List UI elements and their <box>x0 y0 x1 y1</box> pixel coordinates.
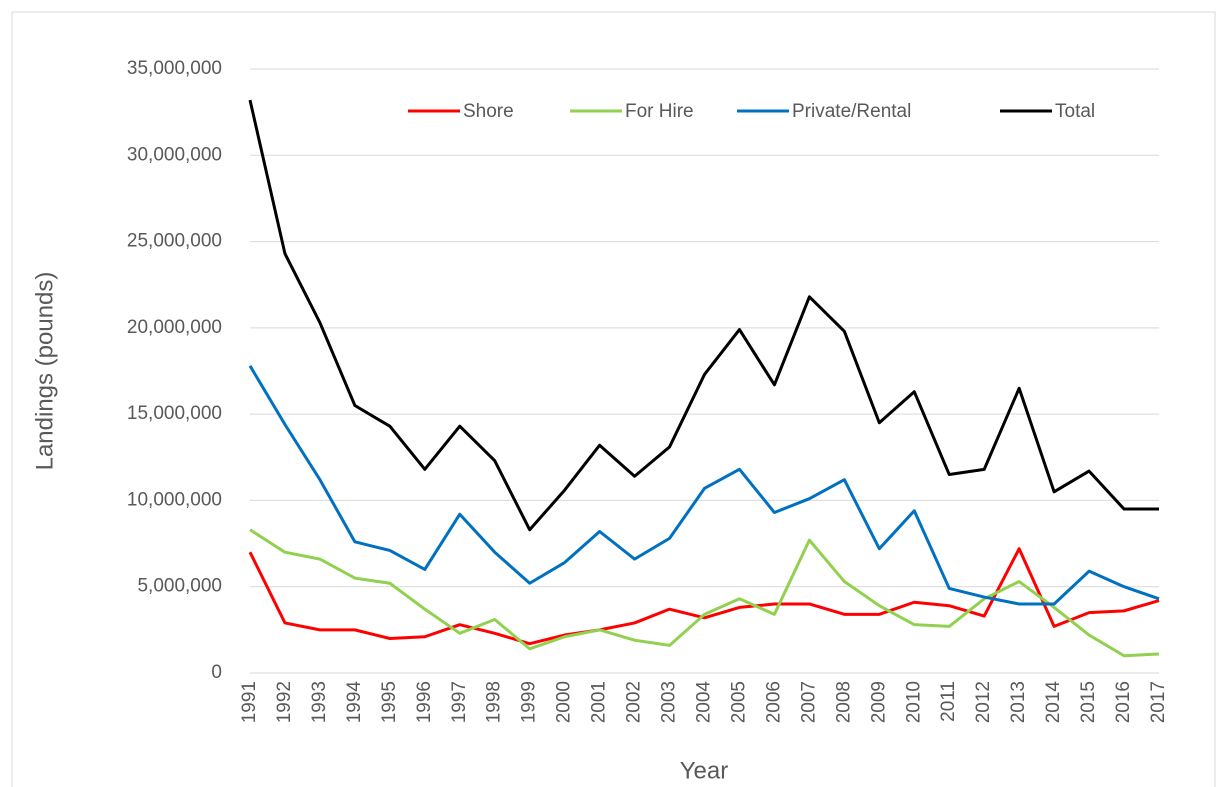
y-axis-title: Landings (pounds) <box>31 272 58 471</box>
x-tick-label: 2006 <box>763 681 784 723</box>
chart-frame <box>11 11 1216 787</box>
legend-label: For Hire <box>625 101 694 122</box>
x-tick-label: 2002 <box>624 681 645 723</box>
y-tick-label: 35,000,000 <box>127 58 222 79</box>
x-tick-label: 1996 <box>414 681 435 723</box>
y-tick-label: 25,000,000 <box>127 231 222 252</box>
legend-label: Shore <box>463 101 514 122</box>
x-tick-label: 1991 <box>239 681 260 723</box>
legend-label: Total <box>1055 101 1095 122</box>
legend-label: Private/Rental <box>792 101 911 122</box>
x-tick-label: 2012 <box>973 681 994 723</box>
x-tick-label: 2003 <box>659 681 680 723</box>
x-tick-label: 2011 <box>938 681 959 722</box>
series-line <box>248 547 1160 646</box>
y-tick-label: 5,000,000 <box>137 576 222 597</box>
x-tick-label: 2005 <box>728 681 749 723</box>
series-line <box>249 528 1160 658</box>
y-tick-label: 15,000,000 <box>127 403 222 424</box>
x-tick-label: 1995 <box>379 681 400 723</box>
x-tick-label: 2001 <box>589 681 610 723</box>
y-tick-label: 10,000,000 <box>127 489 222 510</box>
x-tick-label: 2004 <box>694 681 715 724</box>
x-tick-label: 1993 <box>309 681 330 723</box>
x-tick-label: 2014 <box>1043 681 1064 724</box>
y-tick-label: 0 <box>211 662 222 683</box>
x-tick-label: 2007 <box>798 681 819 723</box>
x-tick-label: 1992 <box>274 681 295 723</box>
y-tick-label: 20,000,000 <box>127 317 222 338</box>
x-axis-title: Year <box>680 757 729 784</box>
x-tick-label: 2017 <box>1148 681 1169 723</box>
y-tick-label: 30,000,000 <box>127 144 222 165</box>
x-tick-label: 2008 <box>833 681 854 723</box>
x-tick-label: 2010 <box>903 681 924 723</box>
x-tick-label: 1997 <box>449 681 470 723</box>
x-tick-label: 2000 <box>554 681 575 723</box>
series-line <box>248 365 1160 606</box>
x-tick-label: 1994 <box>344 681 365 724</box>
x-tick-label: 2015 <box>1078 681 1099 723</box>
x-tick-label: 2013 <box>1008 681 1029 723</box>
x-tick-label: 2016 <box>1113 681 1134 723</box>
x-tick-label: 1999 <box>519 681 540 723</box>
x-tick-label: 1998 <box>484 681 505 723</box>
series-line <box>248 99 1159 532</box>
x-tick-label: 2009 <box>868 681 889 723</box>
